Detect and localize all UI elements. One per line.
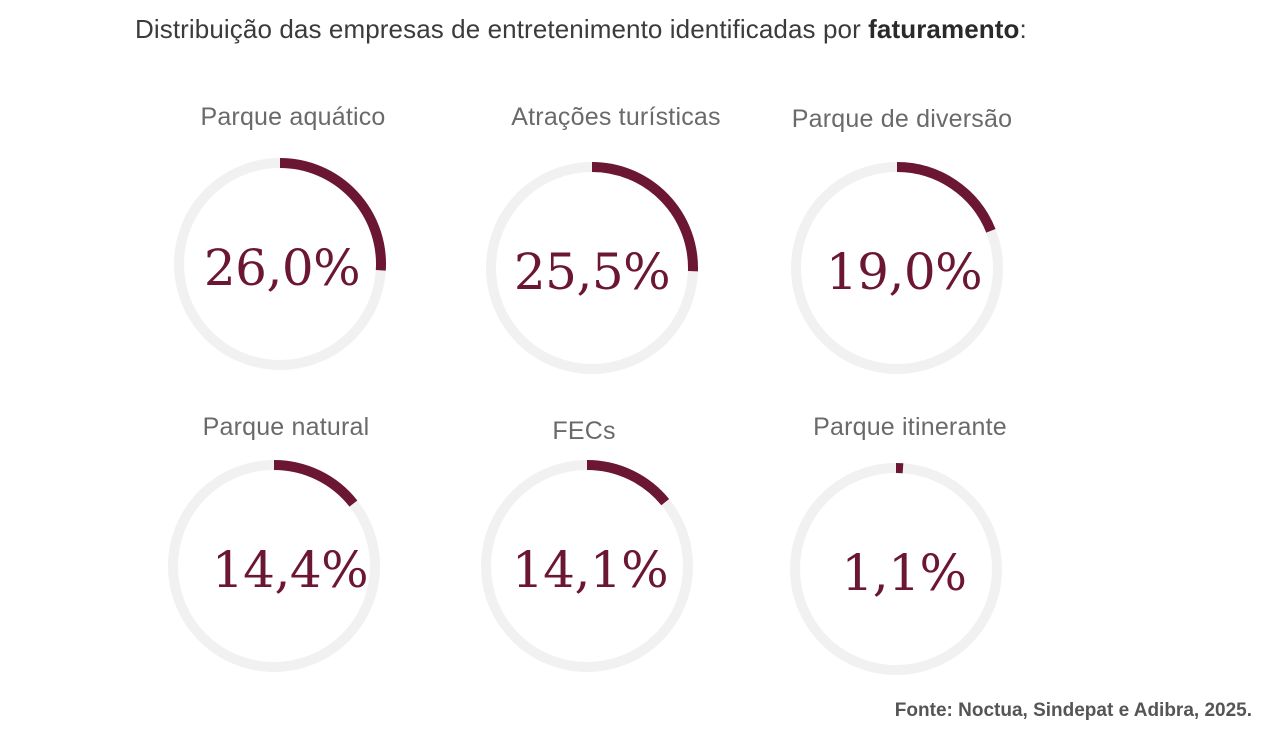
gauge-3-value-label: 14,4% bbox=[211, 541, 369, 599]
gauge-5-category-label: Parque itinerante bbox=[813, 413, 1007, 441]
gauge-2-category-label: Parque de diversão bbox=[791, 105, 1013, 133]
gauge-2-arc bbox=[896, 162, 996, 233]
gauge-0-category-label: Parque aquático bbox=[200, 103, 386, 131]
gauge-0-value-label: 26,0% bbox=[203, 239, 361, 297]
title-bold: faturamento bbox=[868, 14, 1020, 44]
gauge-1-category-label: Atrações turísticas bbox=[511, 103, 721, 131]
title-prefix: Distribuição das empresas de entretenime… bbox=[135, 14, 869, 44]
gauge-3-arc bbox=[273, 460, 358, 507]
title-suffix: : bbox=[1019, 14, 1027, 44]
gauge-4-category-label: FECs bbox=[552, 417, 616, 445]
gauge-2-value-label: 19,0% bbox=[825, 243, 983, 301]
gauge-1-value-label: 25,5% bbox=[513, 243, 671, 301]
gauge-5-value-label: 1,1% bbox=[841, 544, 967, 602]
source-note: Fonte: Noctua, Sindepat e Adibra, 2025. bbox=[894, 700, 1252, 721]
gauge-3-category-label: Parque natural bbox=[202, 413, 370, 441]
gauge-0-arc bbox=[279, 158, 386, 271]
gauge-4-value-label: 14,1% bbox=[511, 541, 669, 599]
gauge-1-arc bbox=[591, 162, 698, 272]
gauge-4-arc bbox=[586, 460, 670, 506]
chart-title: Distribuição das empresas de entretenime… bbox=[135, 14, 1027, 45]
